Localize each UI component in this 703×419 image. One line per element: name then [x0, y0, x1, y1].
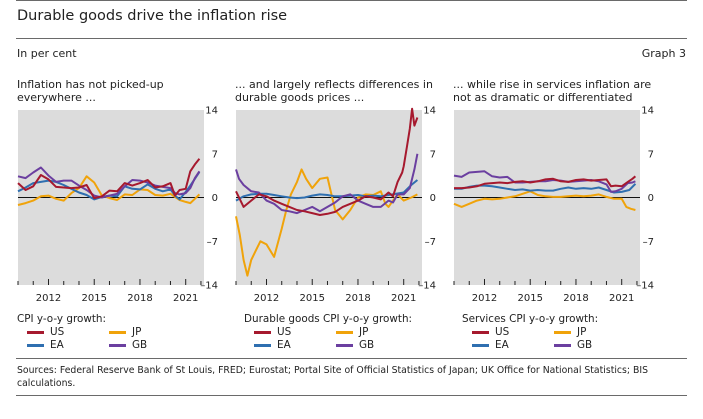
y-tick-label: 14 [423, 106, 436, 117]
series-line-us [235, 107, 419, 216]
series-line-jp [453, 190, 636, 211]
x-tick-label: 2021 [609, 293, 634, 304]
y-tick-label: –14 [418, 281, 436, 292]
y-tick-label: 7 [212, 149, 218, 160]
legend-title: CPI y-o-y growth: [17, 313, 107, 325]
legend-item-jp: JP [336, 326, 368, 338]
legend-item-jp: JP [109, 326, 141, 338]
graph-title: Durable goods drive the inflation rise [17, 8, 288, 24]
panel-3-title: ... while rise in services inflation are… [453, 78, 652, 104]
legend-item-gb: GB [336, 339, 374, 351]
x-tick-label: 2015 [300, 293, 325, 304]
legend-item-gb: GB [554, 339, 592, 351]
x-tick-label: 2015 [518, 293, 543, 304]
legend-item-us: US [472, 326, 509, 338]
y-tick-label: –7 [643, 237, 654, 248]
x-tick-label: 2018 [345, 293, 370, 304]
y-tick-label: 0 [212, 193, 218, 204]
x-tick-label: 2021 [391, 293, 416, 304]
legend-item-ea: EA [27, 339, 64, 351]
y-tick-label: –7 [425, 237, 436, 248]
legend-item-jp: JP [554, 326, 586, 338]
graph-number: Graph 3 [641, 47, 686, 60]
y-tick-label: 0 [430, 193, 436, 204]
series-line-jp [235, 168, 418, 277]
x-tick-label: 2021 [173, 293, 198, 304]
panel-2-title: ... and largely reflects differences in … [235, 78, 433, 104]
legend-title: Services CPI y-o-y growth: [462, 313, 599, 325]
y-tick-label: –14 [636, 281, 654, 292]
series-line-gb [453, 170, 636, 193]
series-line-us [454, 175, 637, 190]
y-tick-label: –7 [207, 237, 218, 248]
series-line-gb [235, 153, 419, 215]
title-rule [16, 38, 687, 39]
x-tick-label: 2018 [127, 293, 152, 304]
unit-label: In per cent [17, 47, 77, 60]
legend-title: Durable goods CPI y-o-y growth: [244, 313, 413, 325]
x-tick-label: 2012 [472, 293, 497, 304]
x-tick-label: 2015 [82, 293, 107, 304]
y-tick-label: 7 [648, 149, 654, 160]
x-tick-label: 2012 [36, 293, 61, 304]
legend-item-ea: EA [472, 339, 509, 351]
y-tick-label: 14 [641, 106, 654, 117]
series-line-ea [454, 183, 637, 194]
sources-rule [16, 358, 687, 359]
x-tick-label: 2012 [254, 293, 279, 304]
x-tick-label: 2018 [563, 293, 588, 304]
sources-note: Sources: Federal Reserve Bank of St Loui… [17, 365, 648, 389]
series-line-us [17, 158, 201, 200]
y-tick-label: –14 [200, 281, 218, 292]
y-tick-label: 14 [205, 106, 218, 117]
legend-item-gb: GB [109, 339, 147, 351]
y-tick-label: 7 [430, 149, 436, 160]
y-tick-label: 0 [648, 193, 654, 204]
bottom-rule [16, 395, 687, 396]
legend-item-us: US [27, 326, 64, 338]
series-line-gb [17, 166, 201, 199]
panel-1-title: Inflation has not picked-up everywhere .… [17, 78, 164, 104]
legend-item-us: US [254, 326, 291, 338]
top-rule [16, 0, 687, 1]
series-line-ea [235, 179, 419, 202]
legend-item-ea: EA [254, 339, 291, 351]
